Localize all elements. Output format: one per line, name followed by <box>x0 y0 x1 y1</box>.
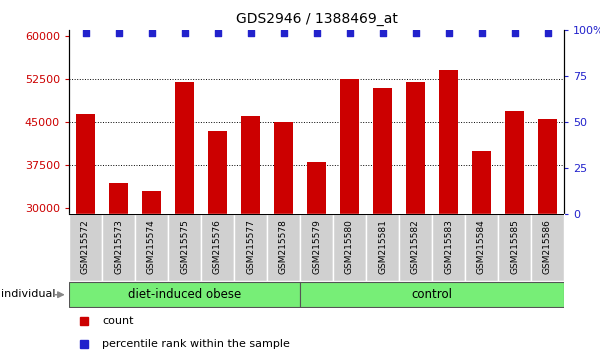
Title: GDS2946 / 1388469_at: GDS2946 / 1388469_at <box>236 12 397 26</box>
Bar <box>465 214 498 281</box>
Text: GSM215573: GSM215573 <box>114 219 123 274</box>
Bar <box>307 162 326 214</box>
Text: diet-induced obese: diet-induced obese <box>128 288 241 301</box>
Point <box>246 30 256 36</box>
Bar <box>102 214 135 281</box>
Bar <box>505 110 524 214</box>
Point <box>213 30 223 36</box>
Text: individual: individual <box>1 289 56 299</box>
Text: GSM215578: GSM215578 <box>279 219 288 274</box>
Point <box>146 30 156 36</box>
Text: GSM215575: GSM215575 <box>180 219 189 274</box>
Text: percentile rank within the sample: percentile rank within the sample <box>102 339 290 349</box>
Point <box>410 30 420 36</box>
Bar <box>234 214 267 281</box>
Text: control: control <box>412 288 452 301</box>
Bar <box>373 87 392 214</box>
Bar <box>439 70 458 214</box>
Bar <box>142 191 161 214</box>
Point <box>312 30 322 36</box>
Bar <box>531 214 564 281</box>
Bar <box>109 183 128 214</box>
Point <box>510 30 520 36</box>
Point <box>80 30 91 36</box>
Bar <box>300 214 333 281</box>
Text: GSM215586: GSM215586 <box>543 219 552 274</box>
Bar <box>538 119 557 214</box>
Text: GSM215572: GSM215572 <box>81 219 90 274</box>
Point <box>180 30 190 36</box>
Text: GSM215584: GSM215584 <box>477 219 486 274</box>
Text: GSM215582: GSM215582 <box>411 219 420 274</box>
Bar <box>498 214 531 281</box>
Text: count: count <box>102 316 133 326</box>
Bar <box>208 131 227 214</box>
Text: GSM215583: GSM215583 <box>444 219 453 274</box>
Bar <box>76 114 95 214</box>
Text: GSM215577: GSM215577 <box>246 219 255 274</box>
Point <box>114 30 124 36</box>
Bar <box>366 214 399 281</box>
Text: GSM215574: GSM215574 <box>147 219 156 274</box>
Bar <box>201 214 234 281</box>
Point <box>344 30 354 36</box>
Bar <box>175 82 194 214</box>
Text: GSM215579: GSM215579 <box>312 219 321 274</box>
Bar <box>432 214 465 281</box>
Point <box>477 30 487 36</box>
Bar <box>333 214 366 281</box>
Text: GSM215580: GSM215580 <box>345 219 354 274</box>
Bar <box>274 122 293 214</box>
Bar <box>69 282 300 307</box>
Bar <box>406 82 425 214</box>
Bar <box>69 214 102 281</box>
Bar <box>300 282 564 307</box>
Bar <box>399 214 432 281</box>
Text: GSM215581: GSM215581 <box>378 219 387 274</box>
Bar <box>241 116 260 214</box>
Point <box>378 30 388 36</box>
Point <box>543 30 553 36</box>
Text: GSM215585: GSM215585 <box>510 219 519 274</box>
Point <box>444 30 454 36</box>
Point <box>278 30 289 36</box>
Bar <box>472 151 491 214</box>
Bar <box>267 214 300 281</box>
Text: GSM215576: GSM215576 <box>213 219 222 274</box>
Bar <box>340 79 359 214</box>
Bar <box>168 214 201 281</box>
Bar <box>135 214 168 281</box>
